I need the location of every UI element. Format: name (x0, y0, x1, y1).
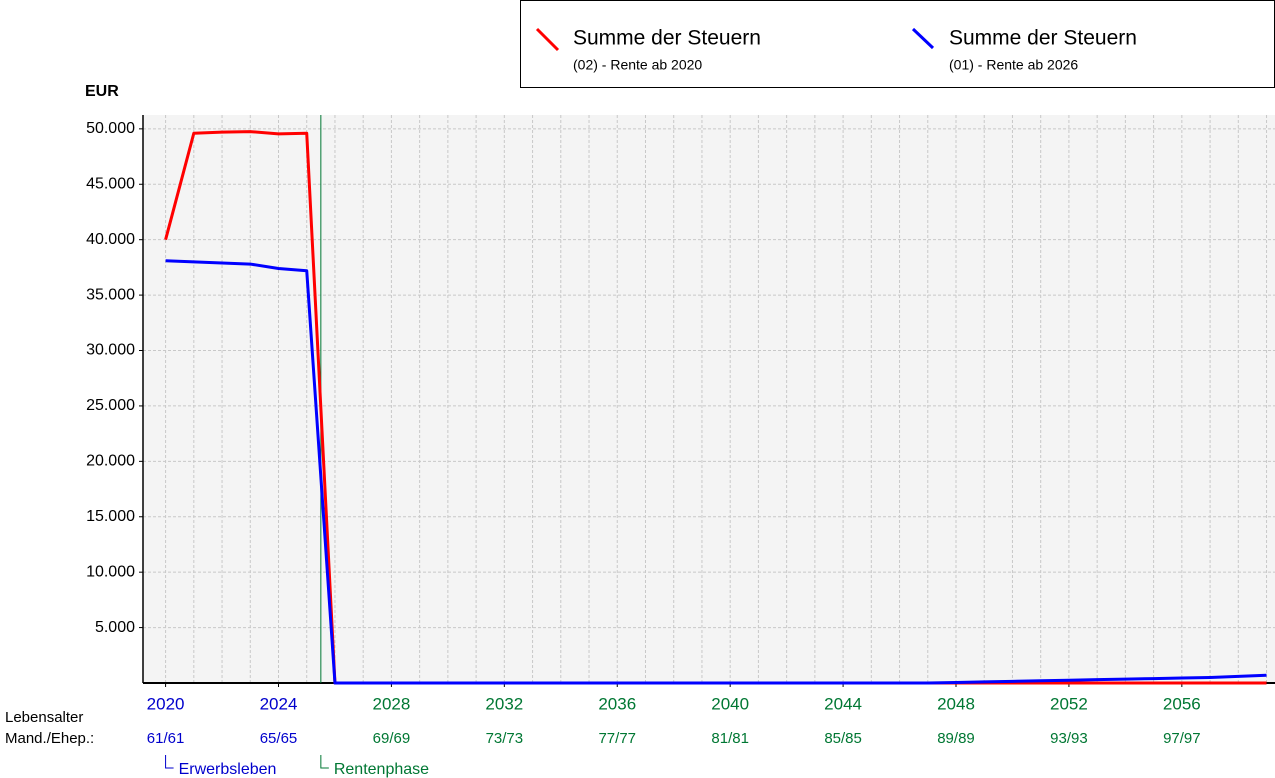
age-label: 73/73 (486, 730, 524, 747)
age-label: 65/65 (260, 730, 298, 747)
x-tick-label: 2048 (937, 694, 975, 713)
y-tick-label: 25.000 (86, 397, 135, 414)
x-tick-label: 2032 (485, 694, 523, 713)
y-tick-label: 20.000 (86, 453, 135, 470)
y-tick-label: 15.000 (86, 508, 135, 525)
age-label: 89/89 (937, 730, 975, 747)
x-tick-label: 2028 (373, 694, 411, 713)
x-tick-label: 2024 (260, 694, 298, 713)
legend-swatch (535, 27, 560, 52)
legend-box (520, 0, 1275, 88)
age-label: 85/85 (824, 730, 862, 747)
y-tick-label: 45.000 (86, 175, 135, 192)
y-axis-label: EUR (85, 83, 119, 100)
legend-swatch (911, 27, 935, 50)
plot-background (143, 115, 1275, 683)
age-label: 77/77 (598, 730, 636, 747)
age-label: 93/93 (1050, 730, 1088, 747)
age-label: 97/97 (1163, 730, 1201, 747)
y-tick-label: 10.000 (86, 563, 135, 580)
legend-label: Summe der Steuern (949, 27, 1137, 50)
y-tick-label: 40.000 (86, 231, 135, 248)
phase-bracket (165, 755, 174, 769)
phase-label: Rentenphase (334, 761, 429, 778)
age-row-label: Mand./Ehep.: (5, 730, 94, 747)
x-tick-label: 2044 (824, 694, 862, 713)
x-tick-label: 2020 (147, 694, 185, 713)
age-label: 61/61 (147, 730, 185, 747)
x-tick-label: 2036 (598, 694, 636, 713)
legend-sublabel: (02) - Rente ab 2020 (573, 57, 702, 73)
legend-sublabel: (01) - Rente ab 2026 (949, 57, 1078, 73)
age-row-label: Lebensalter (5, 709, 83, 726)
age-label: 69/69 (373, 730, 411, 747)
legend-label: Summe der Steuern (573, 27, 761, 50)
age-label: 81/81 (711, 730, 749, 747)
x-tick-label: 2052 (1050, 694, 1088, 713)
y-tick-label: 35.000 (86, 286, 135, 303)
series-line (165, 259, 1267, 685)
y-tick-label: 50.000 (86, 120, 135, 137)
x-tick-label: 2056 (1163, 694, 1201, 713)
y-tick-label: 30.000 (86, 342, 135, 359)
x-tick-label: 2040 (711, 694, 749, 713)
y-tick-label: 5.000 (95, 619, 135, 636)
phase-bracket (320, 755, 329, 769)
phase-label: Erwerbsleben (179, 761, 277, 778)
